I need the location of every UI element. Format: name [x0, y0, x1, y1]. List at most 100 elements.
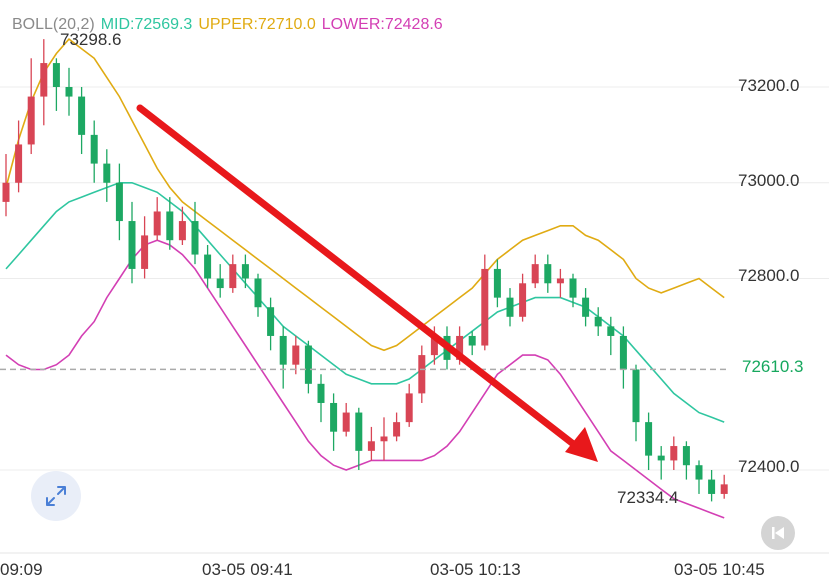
candle [191, 201, 199, 265]
x-tick-label: 03-05 10:13 [430, 560, 521, 579]
candle [27, 58, 35, 155]
candle-body [556, 278, 564, 284]
candle [657, 446, 665, 480]
candle-body [128, 221, 136, 269]
candle [103, 149, 111, 202]
candle-body [103, 163, 111, 183]
candle [670, 436, 678, 470]
candle [65, 67, 73, 116]
candle-body [657, 455, 665, 461]
candle [569, 273, 577, 308]
candle-body [15, 144, 23, 183]
candle-body [708, 479, 716, 494]
candle [292, 335, 300, 375]
candle-body [178, 221, 186, 241]
candle [720, 474, 728, 499]
candle-body [317, 383, 325, 403]
candle-body [342, 412, 350, 432]
candle-body [632, 369, 640, 423]
candle [229, 254, 237, 293]
candle-body [506, 297, 514, 317]
candle [15, 120, 23, 193]
candle [708, 470, 716, 502]
candle-body [115, 182, 123, 222]
candle [304, 340, 312, 394]
candle [40, 39, 48, 126]
candle-body [594, 316, 602, 327]
candle [645, 412, 653, 470]
candle-body [456, 335, 464, 360]
candle-body [393, 422, 401, 437]
candle [594, 307, 602, 336]
candle-body [204, 254, 212, 279]
candle-body [2, 182, 10, 202]
candle [279, 326, 287, 389]
candle [166, 197, 174, 250]
candle-body [191, 221, 199, 255]
candle [254, 273, 262, 317]
candle-body [695, 465, 703, 480]
y-tick-label: 72400.0 [738, 457, 800, 476]
candle [90, 120, 98, 183]
candle-body [405, 393, 413, 423]
skip-back-button[interactable] [761, 516, 795, 550]
legend-indicator: BOLL(20,2) [12, 16, 95, 33]
candle-body [330, 402, 338, 432]
candle-body [619, 335, 627, 370]
candle-body [367, 441, 375, 451]
candle-body [90, 134, 98, 164]
candle [405, 383, 413, 427]
candle [582, 288, 590, 327]
candle-body [279, 335, 287, 365]
candle [52, 58, 60, 111]
candle [355, 407, 363, 470]
candlesticks [2, 39, 728, 502]
candle [544, 254, 552, 293]
candle-body [670, 446, 678, 461]
candle [178, 206, 186, 245]
candle [695, 460, 703, 494]
candle [115, 163, 123, 241]
downtrend-arrow [136, 104, 598, 462]
candle [607, 316, 615, 356]
candle [481, 254, 489, 351]
candle [342, 402, 350, 437]
candle-body [267, 307, 275, 336]
indicator-legend: BOLL(20,2) MID:72569.3 UPPER:72710.0 LOWER:… [12, 16, 449, 34]
expand-diagonal-icon [46, 486, 66, 506]
candle-body [216, 278, 224, 289]
candle [153, 197, 161, 241]
candle [330, 393, 338, 451]
y-tick-label: 73000.0 [738, 171, 800, 190]
boll-lower-line [5, 239, 725, 519]
candle [141, 216, 149, 279]
expand-button[interactable] [31, 471, 81, 521]
current-price-label: 72610.3 [742, 357, 804, 376]
legend-mid: MID:72569.3 [100, 16, 193, 33]
candle [393, 412, 401, 442]
candle [128, 201, 136, 284]
candle-body [720, 484, 728, 494]
skip-back-icon [772, 527, 784, 539]
candle-body [27, 96, 35, 145]
candle-body [430, 335, 438, 356]
legend-lower: LOWER:72428.6 [321, 16, 443, 33]
grid-lines [0, 86, 829, 554]
candle [418, 345, 426, 403]
candle [682, 441, 690, 480]
candle [204, 244, 212, 289]
candle-body [292, 345, 300, 365]
y-tick-label: 73200.0 [738, 76, 800, 95]
high-price-annotation: 73298.6 [60, 30, 122, 49]
candle-body [607, 326, 615, 336]
candle [241, 254, 249, 289]
legend-upper: UPPER:72710.0 [198, 16, 316, 33]
boll-upper-line [5, 38, 725, 352]
candle-body [645, 422, 653, 456]
candle-body [531, 264, 539, 284]
candle-body [468, 335, 476, 346]
bollinger-bands [5, 38, 725, 519]
candle [216, 264, 224, 298]
x-tick-label: 03-05 10:45 [674, 560, 765, 579]
